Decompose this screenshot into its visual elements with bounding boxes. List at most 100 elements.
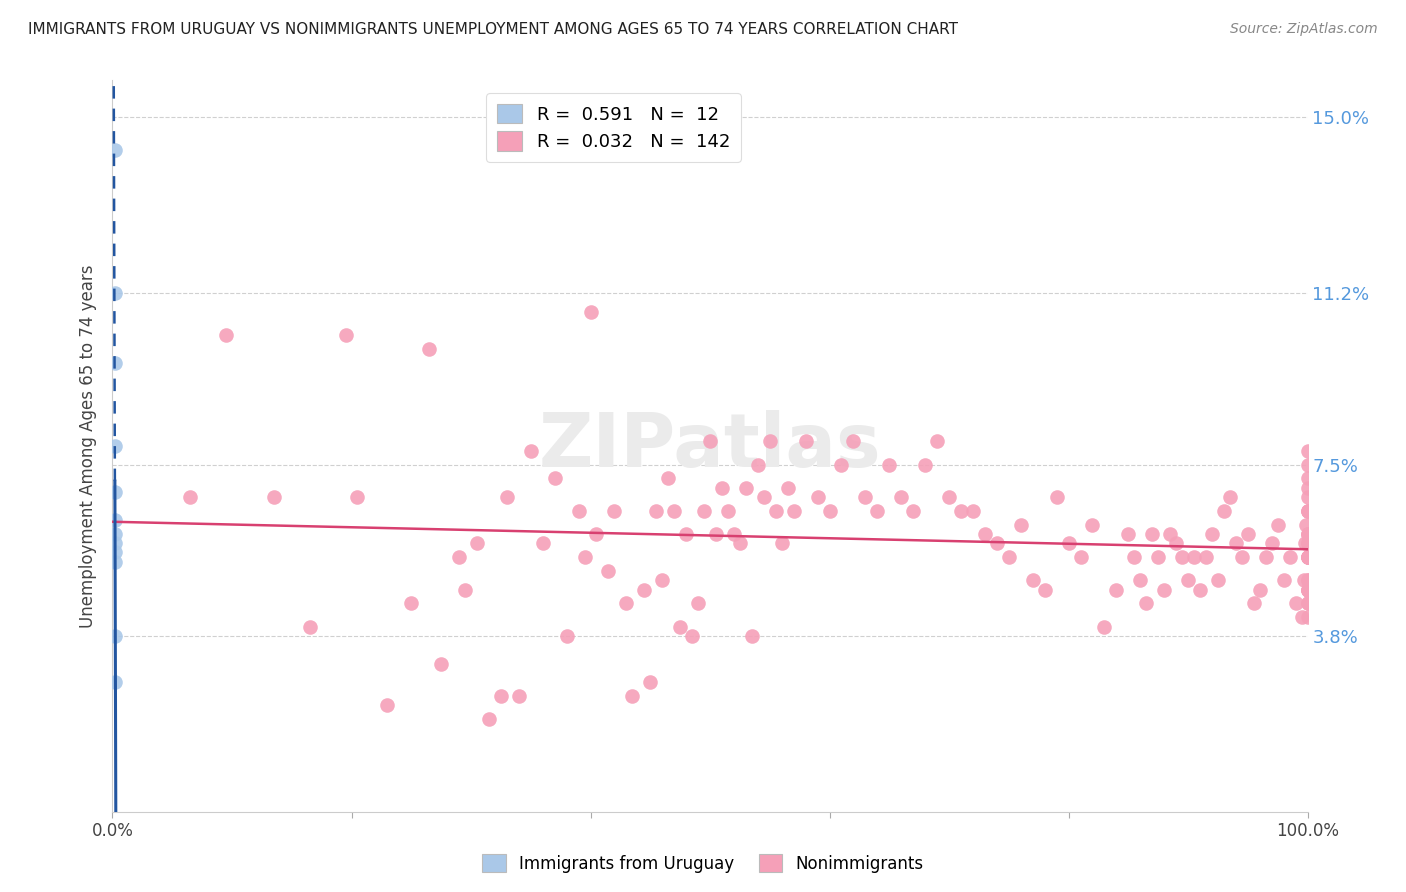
Point bbox=[1272, 574, 1295, 588]
Point bbox=[568, 504, 591, 518]
Point bbox=[1285, 596, 1308, 610]
Point bbox=[377, 698, 399, 713]
Point bbox=[1296, 582, 1319, 597]
Point bbox=[1010, 517, 1032, 532]
Point bbox=[842, 434, 865, 449]
Point bbox=[645, 504, 668, 518]
Point bbox=[1230, 550, 1253, 565]
Point bbox=[699, 434, 721, 449]
Point bbox=[998, 550, 1021, 565]
Point bbox=[430, 657, 453, 671]
Point bbox=[855, 490, 877, 504]
Point bbox=[711, 481, 734, 495]
Point bbox=[1296, 596, 1319, 610]
Point bbox=[723, 527, 745, 541]
Point bbox=[669, 619, 692, 633]
Point bbox=[1201, 527, 1223, 541]
Point bbox=[962, 504, 984, 518]
Text: Source: ZipAtlas.com: Source: ZipAtlas.com bbox=[1230, 22, 1378, 37]
Point bbox=[1296, 574, 1319, 588]
Point bbox=[927, 434, 949, 449]
Point bbox=[1267, 517, 1289, 532]
Point bbox=[1206, 574, 1229, 588]
Point bbox=[1254, 550, 1277, 565]
Point bbox=[1296, 550, 1319, 565]
Point bbox=[1296, 574, 1319, 588]
Point bbox=[543, 471, 565, 485]
Legend: Immigrants from Uruguay, Nonimmigrants: Immigrants from Uruguay, Nonimmigrants bbox=[475, 847, 931, 880]
Point bbox=[1296, 550, 1319, 565]
Point bbox=[1094, 619, 1116, 633]
Point bbox=[818, 504, 841, 518]
Point bbox=[555, 629, 578, 643]
Point bbox=[1296, 536, 1319, 550]
Point bbox=[447, 550, 470, 565]
Point bbox=[1081, 517, 1104, 532]
Point bbox=[1296, 458, 1319, 472]
Point bbox=[1296, 527, 1319, 541]
Point bbox=[1296, 550, 1319, 565]
Point bbox=[664, 504, 686, 518]
Point bbox=[104, 286, 127, 301]
Point bbox=[1219, 490, 1241, 504]
Point bbox=[1033, 582, 1056, 597]
Text: IMMIGRANTS FROM URUGUAY VS NONIMMIGRANTS UNEMPLOYMENT AMONG AGES 65 TO 74 YEARS : IMMIGRANTS FROM URUGUAY VS NONIMMIGRANTS… bbox=[28, 22, 957, 37]
Point bbox=[1123, 550, 1146, 565]
Point bbox=[574, 550, 596, 565]
Point bbox=[1296, 504, 1319, 518]
Point bbox=[741, 629, 763, 643]
Legend: R =  0.591   N =  12, R =  0.032   N =  142: R = 0.591 N = 12, R = 0.032 N = 142 bbox=[486, 93, 741, 161]
Point bbox=[104, 675, 127, 690]
Point bbox=[298, 619, 321, 633]
Point bbox=[1070, 550, 1092, 565]
Point bbox=[520, 443, 543, 458]
Point bbox=[974, 527, 997, 541]
Point bbox=[675, 527, 697, 541]
Point bbox=[1249, 582, 1271, 597]
Point bbox=[717, 504, 740, 518]
Point bbox=[621, 689, 644, 703]
Point bbox=[693, 504, 716, 518]
Point bbox=[914, 458, 936, 472]
Point bbox=[1177, 574, 1199, 588]
Point bbox=[1153, 582, 1175, 597]
Point bbox=[782, 504, 804, 518]
Point bbox=[401, 596, 423, 610]
Point bbox=[1291, 610, 1313, 624]
Point bbox=[1046, 490, 1069, 504]
Point bbox=[1292, 574, 1315, 588]
Point bbox=[651, 574, 673, 588]
Point bbox=[1105, 582, 1128, 597]
Point bbox=[496, 490, 519, 504]
Point bbox=[585, 527, 607, 541]
Point bbox=[104, 555, 127, 569]
Point bbox=[598, 564, 620, 578]
Point bbox=[1261, 536, 1284, 550]
Point bbox=[1129, 574, 1152, 588]
Point bbox=[1296, 596, 1319, 610]
Point bbox=[1296, 550, 1319, 565]
Point bbox=[1296, 610, 1319, 624]
Point bbox=[640, 675, 662, 690]
Point bbox=[950, 504, 973, 518]
Point bbox=[1159, 527, 1181, 541]
Point bbox=[765, 504, 787, 518]
Point bbox=[1296, 582, 1319, 597]
Point bbox=[747, 458, 769, 472]
Point bbox=[1237, 527, 1260, 541]
Point bbox=[531, 536, 554, 550]
Point bbox=[1213, 504, 1236, 518]
Point bbox=[104, 485, 127, 500]
Point bbox=[263, 490, 285, 504]
Y-axis label: Unemployment Among Ages 65 to 74 years: Unemployment Among Ages 65 to 74 years bbox=[79, 264, 97, 628]
Point bbox=[1296, 550, 1319, 565]
Point bbox=[1057, 536, 1080, 550]
Point bbox=[215, 327, 238, 342]
Point bbox=[489, 689, 512, 703]
Point bbox=[1182, 550, 1205, 565]
Point bbox=[579, 304, 602, 318]
Point bbox=[794, 434, 817, 449]
Point bbox=[104, 527, 127, 541]
Point bbox=[1296, 582, 1319, 597]
Point bbox=[807, 490, 830, 504]
